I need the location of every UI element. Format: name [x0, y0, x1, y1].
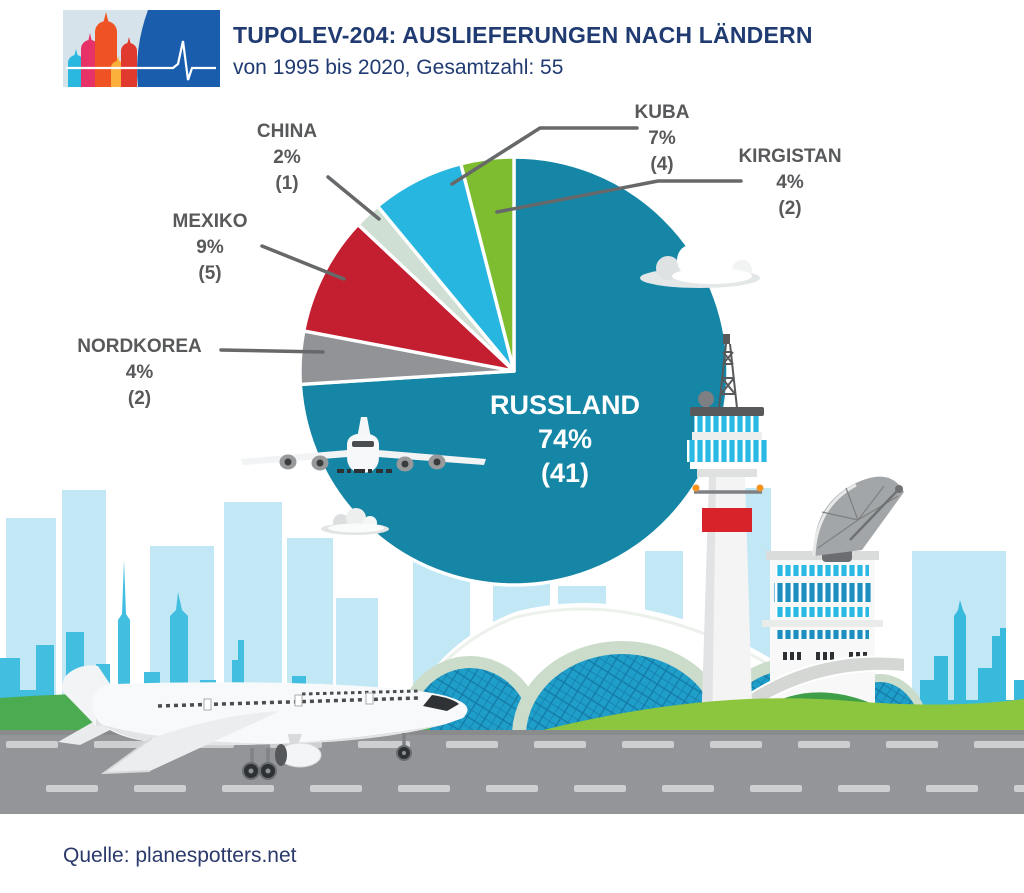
leader-line-kirgistan [495, 179, 743, 214]
control-tower [687, 334, 767, 736]
cockpit-window [423, 695, 459, 711]
lane-dash [486, 785, 538, 792]
lane-dash [534, 741, 586, 748]
pie-label-mexiko: MEXIKO 9% (5) [155, 209, 265, 287]
lane-dash [974, 741, 1024, 748]
lane-dash [750, 785, 802, 792]
country-count: (2) [778, 198, 802, 219]
country-count: (1) [275, 173, 299, 194]
leader-line-nordkorea [219, 348, 325, 354]
airplane-wing [104, 711, 280, 773]
tower-red-band [702, 508, 752, 532]
header: TUPOLEV-204: AUSLIEFERUNGEN NACH LÄNDERN… [233, 20, 993, 82]
page-title: TUPOLEV-204: AUSLIEFERUNGEN NACH LÄNDERN [233, 22, 813, 48]
lane-dash [46, 785, 98, 792]
pie-label-kirgistan: KIRGISTAN 4% (2) [725, 144, 855, 222]
country-count: (4) [650, 154, 674, 175]
lane-dash [6, 741, 58, 748]
country-name: CHINA [256, 121, 318, 142]
tower-radar-ball [698, 391, 714, 407]
lane-dash [310, 785, 362, 792]
ecg-pulse-line [66, 40, 216, 81]
country-percent: 4% [125, 362, 154, 383]
window-row [157, 696, 419, 708]
pie-label-nordkorea: NORDKOREA 4% (2) [62, 334, 217, 412]
lane-dash [838, 785, 890, 792]
country-percent: 2% [273, 147, 301, 168]
country-name: KUBA [634, 102, 690, 123]
country-percent: 74% [537, 424, 593, 454]
pie-chart [298, 155, 730, 587]
source-credit: Quelle: planespotters.net [63, 844, 297, 867]
logo-blue-panel [137, 10, 220, 87]
lane-dash [358, 741, 410, 748]
country-name: RUSSLAND [489, 390, 640, 420]
lane-dash [798, 741, 850, 748]
lane-dash [94, 741, 146, 748]
taxiing-airplane [58, 665, 468, 780]
leader-line-mexiko [260, 244, 346, 281]
country-name: MEXIKO [172, 211, 248, 232]
country-percent: 9% [196, 237, 224, 258]
approaching-airplane [241, 417, 486, 473]
lane-dash [398, 785, 450, 792]
lane-dash [446, 741, 498, 748]
lane-dash [886, 741, 938, 748]
country-percent: 7% [648, 128, 676, 149]
page-subtitle: von 1995 bis 2020, Gesamtzahl: 55 [233, 56, 564, 79]
landing-gear-dashes [337, 469, 392, 473]
lime-hill [520, 698, 1024, 736]
elevated-ramp [733, 655, 906, 718]
lane-dash [1014, 785, 1024, 792]
country-percent: 4% [776, 172, 804, 193]
country-count: (2) [127, 388, 152, 409]
near-city-skyline-right [892, 600, 1024, 736]
pie-label-russland: RUSSLAND 74% (41) [455, 388, 675, 490]
lane-dash [222, 785, 274, 792]
dish-mesh-lines [817, 485, 899, 549]
pie-leader-lines [219, 126, 743, 354]
lane-dash [574, 785, 626, 792]
lane-dash [710, 741, 762, 748]
lane-dash [662, 785, 714, 792]
lane-dash [134, 785, 186, 792]
cloud-right [640, 244, 760, 288]
country-count: (41) [540, 458, 589, 488]
leader-line-kuba [450, 126, 639, 186]
moscow-cathedral-pulse-logo [63, 10, 220, 87]
lane-dash [926, 785, 978, 792]
country-count: (5) [198, 263, 222, 284]
pie-slice-mexiko [302, 222, 516, 373]
pie-label-china: CHINA 2% (1) [232, 119, 342, 197]
leader-line-china [326, 175, 381, 221]
cloud-left [321, 508, 389, 535]
pie-label-kuba: KUBA 7% (4) [607, 100, 717, 178]
lane-dash [622, 741, 674, 748]
country-name: KIRGISTAN [738, 146, 842, 167]
tower-antenna-mast [718, 343, 738, 409]
satellite-dish [812, 476, 904, 562]
country-name: NORDKOREA [77, 336, 202, 357]
